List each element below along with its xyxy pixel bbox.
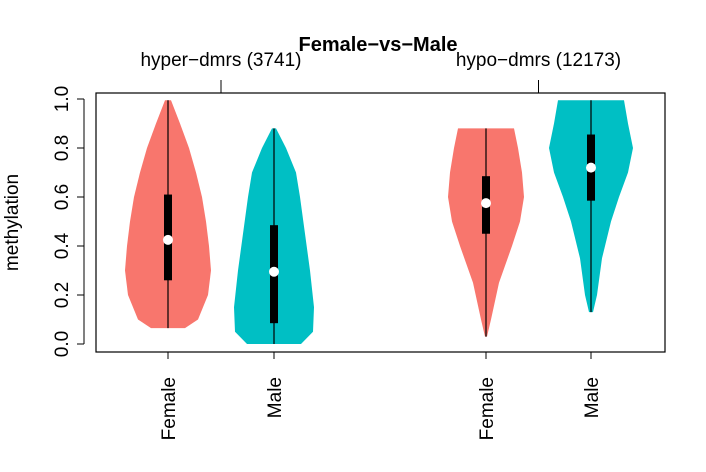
x-tick-label: Male [582, 377, 603, 418]
y-tick-label: 0.4 [52, 232, 73, 259]
x-tick-label: Male [265, 377, 286, 418]
y-axis-label: methylation [2, 174, 23, 271]
y-tick-label: 0.0 [52, 331, 73, 357]
x-tick-label: Female [477, 377, 498, 440]
violins-layer [125, 100, 633, 344]
group-label: hypo−dmrs (12173) [456, 50, 621, 71]
y-tick-label: 0.8 [52, 135, 73, 161]
group-label: hyper−dmrs (3741) [140, 50, 301, 71]
y-tick-label: 0.6 [52, 184, 73, 210]
violin-median-point [269, 266, 279, 277]
chart-title: Female−vs−Male [299, 34, 458, 56]
axes-layer: 0.0 0.2 0.4 0.6 0.8 1.0 hyper−dmrs (3741) Femal… [52, 50, 621, 440]
violin-median-point [586, 162, 596, 173]
x-tick-label: Female [159, 377, 180, 440]
y-tick-label: 1.0 [52, 86, 73, 112]
y-tick-label: 0.2 [52, 282, 73, 308]
violin-median-point [163, 234, 173, 245]
violin-median-point [481, 198, 491, 209]
